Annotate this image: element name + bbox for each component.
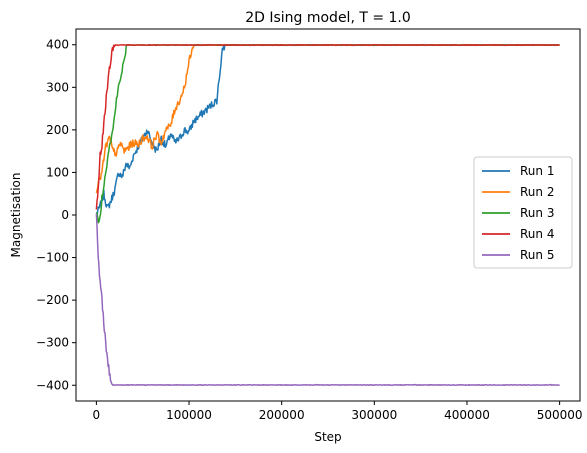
- x-tick-label: 300000: [351, 408, 397, 422]
- plot-frame: [75, 28, 581, 402]
- x-tick-label: 500000: [537, 408, 583, 422]
- y-tick-label: 200: [46, 123, 69, 137]
- legend-label-run-1: Run 1: [520, 164, 554, 178]
- x-tick-label: 400000: [444, 408, 490, 422]
- legend-label-run-5: Run 5: [520, 248, 554, 262]
- y-tick-label: −200: [36, 293, 69, 307]
- y-tick-label: 300: [46, 80, 69, 94]
- y-tick-label: −300: [36, 336, 69, 350]
- x-tick-label: 0: [93, 408, 101, 422]
- series-line-run-4: [95, 44, 560, 210]
- chart-title: 2D Ising model, T = 1.0: [245, 10, 411, 26]
- y-tick-label: 0: [61, 208, 69, 222]
- series-layer: [95, 44, 561, 386]
- x-tick-label: 100000: [166, 408, 212, 422]
- ticks-layer: 0 100000 200000 300000 400000 500000 −400 −300 −…: [36, 38, 582, 422]
- y-tick-label: 400: [46, 38, 69, 52]
- legend-label-run-3: Run 3: [520, 206, 554, 220]
- series-line-run-5: [95, 213, 560, 386]
- y-tick-label: −400: [36, 378, 69, 392]
- y-axis-label: Magnetisation: [9, 173, 23, 258]
- legend-box: [473, 156, 573, 269]
- y-tick-label: 100: [46, 165, 69, 179]
- y-tick-label: −100: [36, 251, 69, 265]
- legend-label-run-2: Run 2: [520, 185, 554, 199]
- legend-label-run-4: Run 4: [520, 227, 554, 241]
- x-axis-label: Step: [314, 430, 341, 444]
- legend: Run 1 Run 2 Run 3 Run 4 Run 5: [473, 156, 573, 269]
- x-tick-label: 200000: [259, 408, 305, 422]
